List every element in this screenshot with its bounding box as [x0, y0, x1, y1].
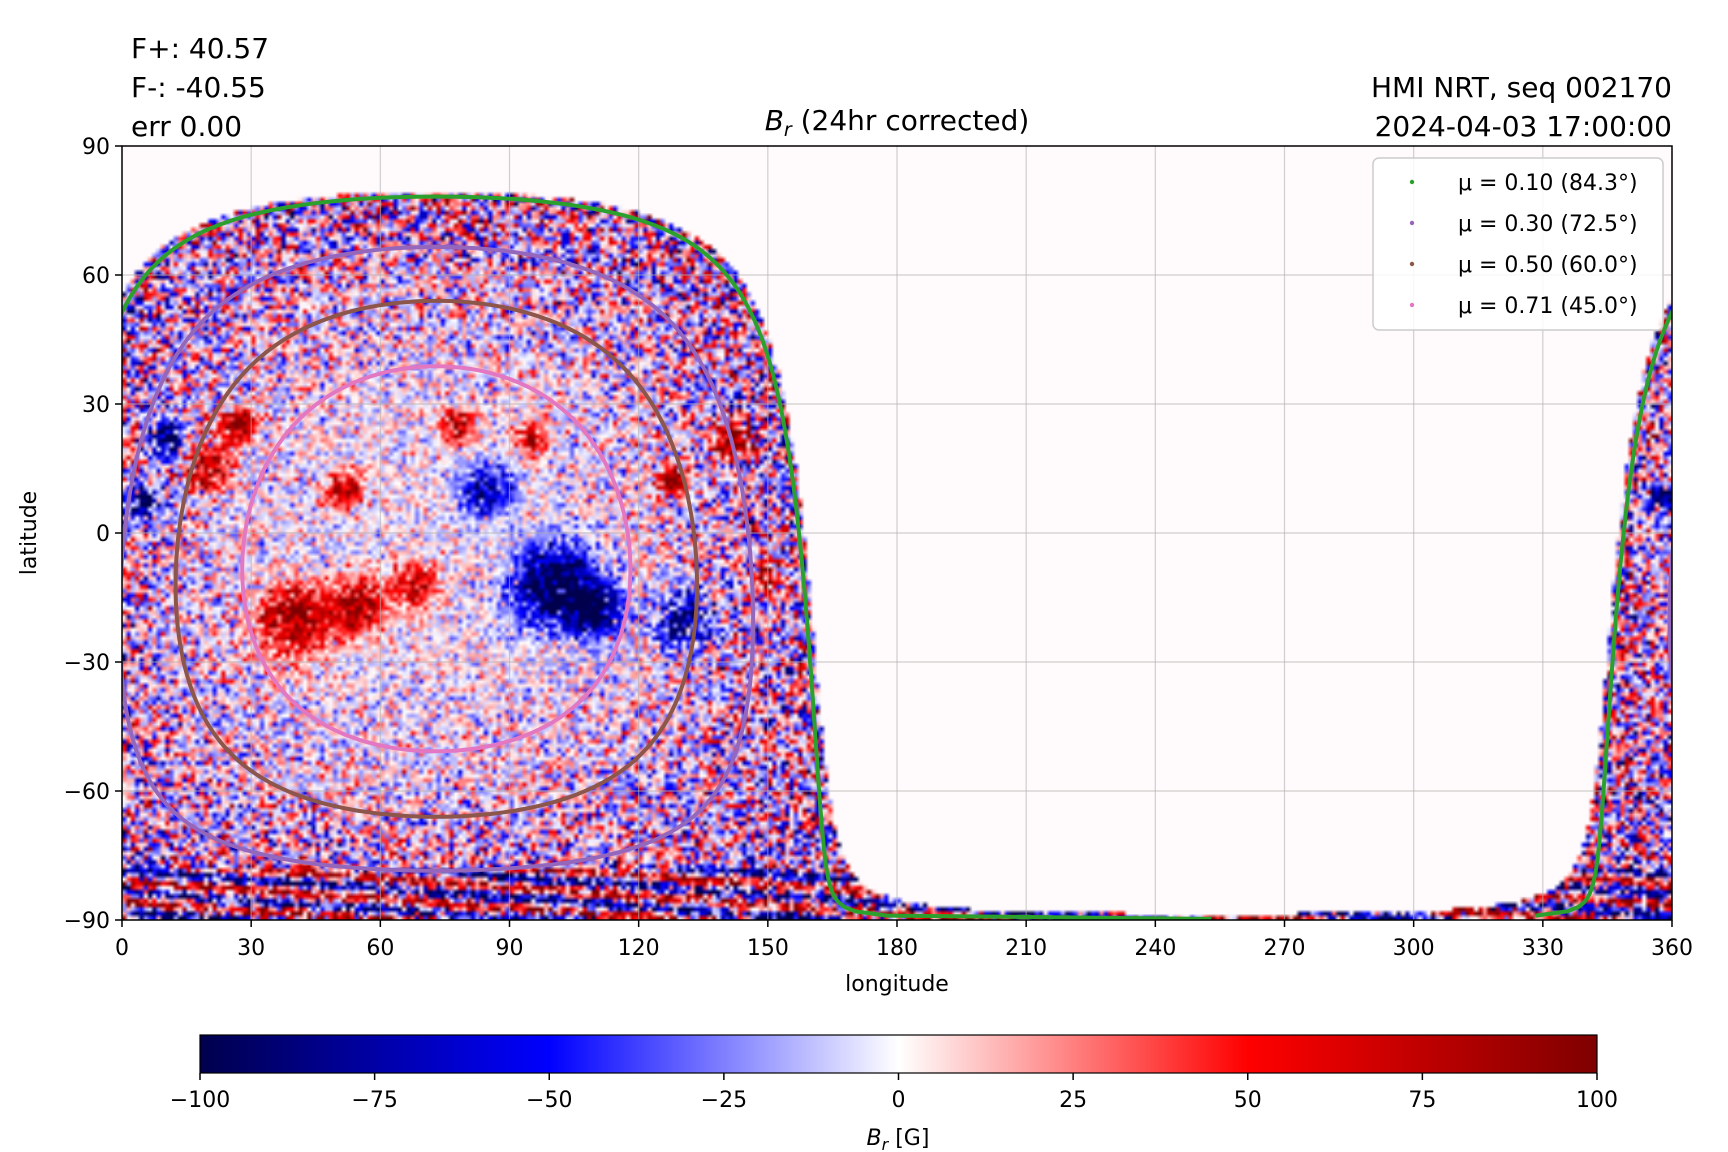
x-tick-label: 150 — [747, 936, 789, 961]
y-tick-label: 60 — [82, 264, 110, 289]
x-tick-label: 120 — [618, 936, 660, 961]
y-tick-label: −30 — [64, 651, 110, 676]
colorbar-tick-label: 50 — [1234, 1088, 1262, 1113]
legend-entry-label: μ = 0.30 (72.5°) — [1458, 212, 1638, 237]
legend-marker — [1409, 179, 1415, 185]
source-text: HMI NRT, seq 002170 — [1371, 71, 1672, 104]
mu-contour-line — [173, 298, 699, 819]
chart-title: Br (24hr corrected) — [765, 104, 1030, 141]
colorbar-tick-label: −75 — [351, 1088, 397, 1113]
x-tick-label: 90 — [496, 936, 524, 961]
legend-entry-label: μ = 0.10 (84.3°) — [1458, 171, 1638, 196]
legend-entry-label: μ = 0.71 (45.0°) — [1458, 294, 1638, 319]
y-tick-label: 90 — [82, 135, 110, 160]
x-tick-label: 210 — [1005, 936, 1047, 961]
y-tick-label: −60 — [64, 780, 110, 805]
x-tick-label: 0 — [115, 936, 129, 961]
colorbar-tick-label: 25 — [1059, 1088, 1087, 1113]
colorbar-tick-label: 75 — [1408, 1088, 1436, 1113]
chart-title-symbol: B — [765, 104, 784, 137]
legend-box — [1372, 157, 1664, 331]
legend-entry-label: μ = 0.50 (60.0°) — [1458, 253, 1638, 278]
chart-title-rest: (24hr corrected) — [792, 104, 1030, 137]
y-tick-label: 0 — [96, 522, 110, 547]
x-axis-ticks: 0 30 60 90 120 150 180 210 240 270 300 330 360 — [115, 920, 1693, 961]
mu-contour-line — [240, 364, 633, 754]
x-tick-label: 330 — [1522, 936, 1564, 961]
mu-contour-line — [1535, 307, 1672, 918]
x-tick-label: 270 — [1264, 936, 1306, 961]
mu-contour-line — [122, 194, 1212, 920]
x-tick-label: 300 — [1393, 936, 1435, 961]
colorbar-label: Br [G] — [867, 1126, 930, 1152]
x-tick-label: 180 — [876, 936, 918, 961]
legend-marker — [1409, 261, 1415, 267]
y-tick-label: −90 — [64, 909, 110, 934]
mu-contour-line — [1667, 536, 1672, 696]
mu-contour-line — [122, 244, 756, 873]
timestamp-text: 2024-04-03 17:00:00 — [1375, 110, 1672, 143]
legend-marker — [1409, 220, 1415, 226]
colorbar-label-subscript: r — [882, 1135, 890, 1152]
y-axis-ticks: 90 60 30 0 −30 −60 −90 — [64, 135, 122, 934]
error-text: err 0.00 — [131, 110, 242, 143]
x-tick-label: 30 — [237, 936, 265, 961]
mu-contours — [122, 194, 1672, 920]
x-tick-label: 60 — [366, 936, 394, 961]
colorbar-tick-label: 100 — [1576, 1088, 1618, 1113]
colorbar-label-symbol: B — [867, 1126, 882, 1151]
x-tick-label: 360 — [1651, 936, 1693, 961]
colorbar-label-rest: [G] — [888, 1126, 929, 1151]
colorbar-tick-label: −25 — [701, 1088, 747, 1113]
colorbar-tick-label: −50 — [526, 1088, 572, 1113]
y-axis-label: latitude — [17, 491, 42, 575]
x-tick-label: 240 — [1134, 936, 1176, 961]
y-tick-label: 30 — [82, 393, 110, 418]
colorbar — [199, 1034, 1598, 1074]
colorbar-tick-label: −100 — [170, 1088, 230, 1113]
legend: μ = 0.10 (84.3°) μ = 0.30 (72.5°) μ = 0.50… — [1372, 157, 1664, 331]
colorbar-tick-label: 0 — [892, 1088, 906, 1113]
flux-negative-text: F-: -40.55 — [131, 71, 266, 104]
colorbar-ticks: −100 −75 −50 −25 0 25 50 75 100 — [170, 1073, 1618, 1113]
legend-marker — [1409, 302, 1415, 308]
chart-title-subscript: r — [784, 119, 793, 141]
x-axis-label: longitude — [845, 972, 949, 997]
flux-positive-text: F+: 40.57 — [131, 32, 269, 65]
